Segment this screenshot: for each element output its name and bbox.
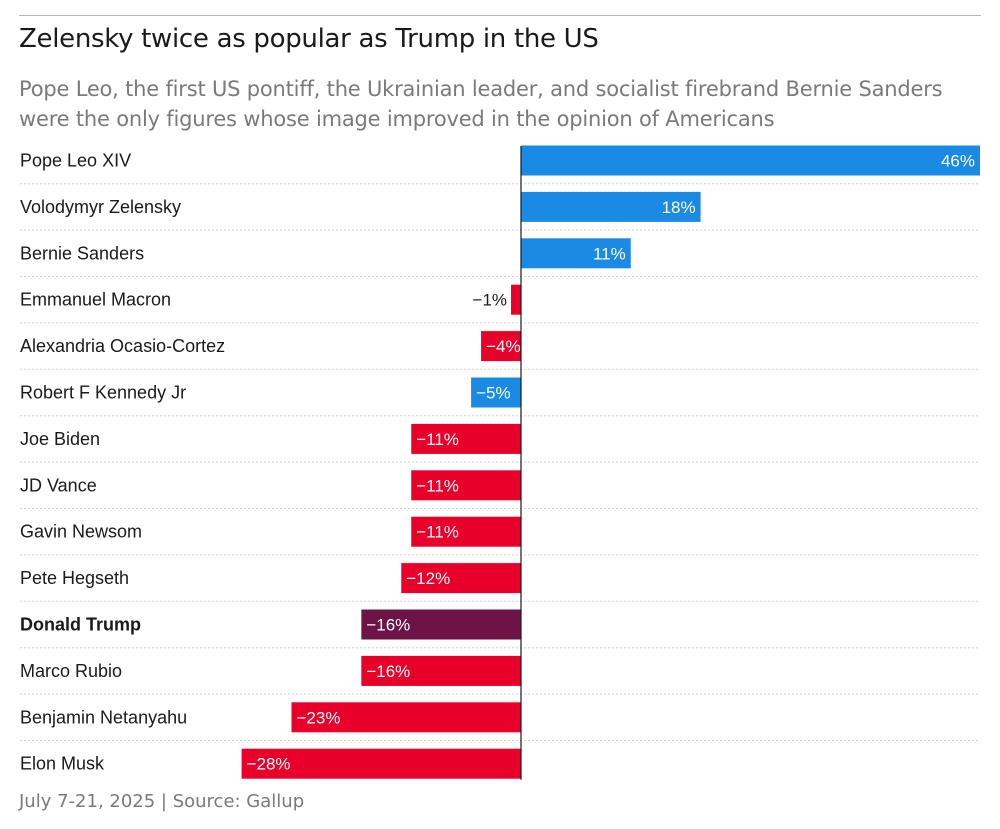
category-label: Emmanuel Macron: [20, 290, 171, 310]
bar: [291, 702, 521, 733]
bar-value-label: 11%: [593, 244, 626, 263]
bar: [521, 145, 980, 176]
category-label: Marco Rubio: [20, 661, 122, 681]
bar: [361, 609, 521, 640]
bar: [411, 470, 521, 501]
category-label: Pete Hegseth: [20, 568, 129, 588]
bar: [401, 563, 521, 594]
bar-value-label: −5%: [476, 384, 511, 403]
category-label: Gavin Newsom: [20, 522, 142, 542]
bar-value-label: −16%: [366, 616, 410, 635]
bar-value-label: −11%: [416, 430, 459, 449]
bar-value-label: −11%: [416, 523, 459, 542]
bar-value-label: −4%: [486, 337, 520, 356]
bar-chart: Pope Leo XIV 46% Volodymyr Zelensky 18% Bern…: [20, 145, 980, 780]
bar: [521, 191, 701, 222]
bar: [361, 655, 521, 686]
bar: [411, 423, 521, 454]
bar-value-label: −12%: [406, 569, 450, 588]
bar-value-label: 46%: [941, 152, 975, 171]
bar: [241, 748, 521, 779]
category-label: Volodymyr Zelensky: [20, 197, 181, 217]
category-label: Joe Biden: [20, 429, 100, 449]
bar: [481, 331, 521, 362]
top-rule: [19, 15, 981, 16]
category-label: Donald Trump: [20, 615, 141, 635]
bar-value-label: −23%: [297, 708, 341, 727]
bar: [511, 284, 521, 315]
bar-value-label: −28%: [247, 755, 291, 774]
bar-value-label: 18%: [662, 198, 696, 217]
bar-value-label: −16%: [366, 662, 410, 681]
category-label: Elon Musk: [20, 754, 105, 774]
category-label: Benjamin Netanyahu: [20, 707, 187, 727]
bar-value-label: −11%: [416, 476, 459, 495]
category-label: Alexandria Ocasio-Cortez: [20, 336, 225, 356]
bar: [471, 377, 521, 408]
bar-value-label: −1%: [473, 291, 508, 310]
category-label: Robert F Kennedy Jr: [20, 383, 186, 403]
bar: [411, 516, 521, 547]
category-label: Bernie Sanders: [20, 243, 144, 263]
category-label: JD Vance: [20, 475, 97, 495]
chart-subtitle: Pope Leo, the first US pontiff, the Ukra…: [19, 77, 943, 131]
category-label: Pope Leo XIV: [20, 151, 131, 171]
bar: [521, 238, 631, 269]
chart-title: Zelensky twice as popular as Trump in th…: [19, 24, 599, 54]
source-note: July 7-21, 2025 | Source: Gallup: [19, 791, 305, 812]
